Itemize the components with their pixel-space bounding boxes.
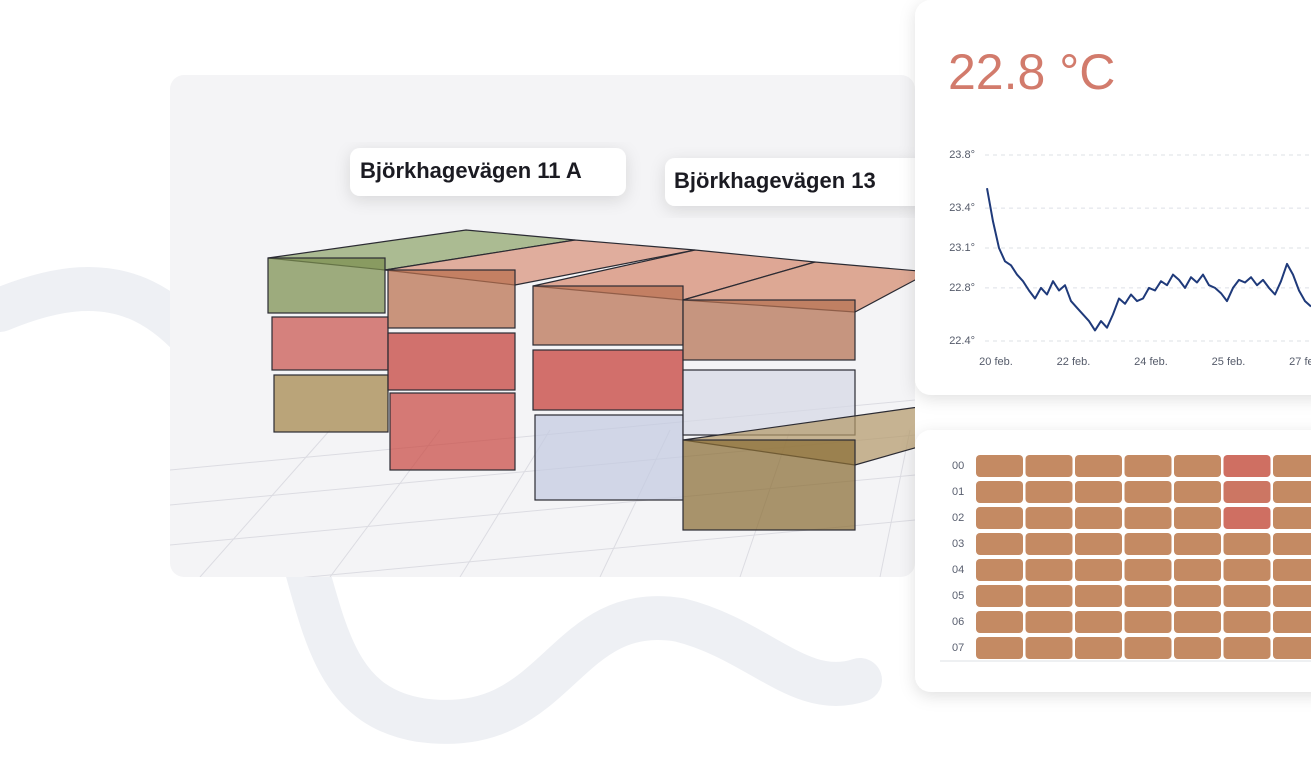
row-label: 03 (952, 538, 964, 550)
heat-cell (1174, 585, 1221, 607)
heat-cell (1223, 481, 1271, 503)
building-labels (350, 148, 925, 206)
heat-cell (976, 585, 1023, 607)
heat-cell (1075, 585, 1122, 607)
heatmap: 00 01 02 03 04 05 06 07 (940, 455, 1311, 662)
heat-cell (1025, 637, 1073, 659)
heat-cell (1174, 637, 1221, 659)
y-tick-label: 22.4° (949, 335, 975, 347)
heat-cell (1075, 559, 1122, 581)
heat-cell (1273, 585, 1311, 607)
heat-cell (1075, 611, 1122, 633)
heat-cell (1025, 559, 1073, 581)
heat-cell (976, 611, 1023, 633)
heat-cell (1273, 559, 1311, 581)
x-tick-label: 22 feb. (1057, 356, 1091, 368)
heat-cell (1025, 611, 1073, 633)
heat-cell (1124, 507, 1172, 529)
heat-cell (1223, 455, 1271, 477)
heat-cell (1273, 533, 1311, 555)
row-label: 05 (952, 590, 964, 602)
heat-cell (1273, 611, 1311, 633)
y-tick-label: 23.8° (949, 149, 975, 161)
row-label: 06 (952, 616, 964, 628)
x-tick-label: 24 feb. (1134, 356, 1168, 368)
y-tick-label: 23.1° (949, 242, 975, 254)
heat-cell (976, 637, 1023, 659)
heat-cell (1124, 455, 1172, 477)
heat-cell (1025, 455, 1073, 477)
heat-cell (1075, 637, 1122, 659)
heat-cell (1124, 559, 1172, 581)
heat-cell (1223, 585, 1271, 607)
heat-cell (976, 455, 1023, 477)
row-label: 01 (952, 486, 964, 498)
heat-cell (976, 481, 1023, 503)
row-label: 00 (952, 460, 964, 472)
heat-cell (1223, 507, 1271, 529)
heat-cell (1075, 481, 1122, 503)
x-tick-label: 25 feb. (1212, 356, 1246, 368)
label-pill (350, 148, 626, 196)
x-tick-label: 20 feb. (979, 356, 1013, 368)
label-pill (665, 158, 925, 206)
heat-cell (1124, 585, 1172, 607)
temperature-line (986, 188, 1311, 332)
building-label: Björkhagevägen 11 A (360, 158, 582, 183)
heat-cell (1273, 481, 1311, 503)
heat-cell (1273, 637, 1311, 659)
heat-cell (1174, 611, 1221, 633)
heat-cell (1124, 611, 1172, 633)
heat-cell (976, 533, 1023, 555)
heat-cell (1273, 455, 1311, 477)
heat-cell (1075, 533, 1122, 555)
heat-cell (1025, 585, 1073, 607)
temperature-reading: 22.8 °C (948, 44, 1115, 100)
heat-cell (1174, 559, 1221, 581)
heat-cell (1075, 507, 1122, 529)
heat-cell (1174, 507, 1221, 529)
heat-cell (976, 507, 1023, 529)
heat-cell (1025, 507, 1073, 529)
heat-cell (1223, 637, 1271, 659)
heat-cell (1174, 481, 1221, 503)
heat-cell (1124, 481, 1172, 503)
y-tick-label: 23.4° (949, 202, 975, 214)
y-tick-label: 22.8° (949, 282, 975, 294)
heat-cell (1025, 481, 1073, 503)
heat-cell (1223, 559, 1271, 581)
heat-cell (1273, 507, 1311, 529)
heat-cell (1174, 533, 1221, 555)
building-blocks (267, 229, 915, 531)
row-label: 02 (952, 512, 964, 524)
row-label: 04 (952, 564, 964, 576)
x-tick-label: 27 feb. (1289, 356, 1311, 368)
heat-cell (1124, 533, 1172, 555)
building-label: Björkhagevägen 13 (674, 168, 876, 193)
heat-cell (1075, 455, 1122, 477)
temperature-card (915, 0, 1311, 395)
heat-cell (976, 559, 1023, 581)
row-label: 07 (952, 642, 964, 654)
heat-cell (1025, 533, 1073, 555)
heat-cell (1124, 637, 1172, 659)
heat-cell (1174, 455, 1221, 477)
heat-cell (1223, 611, 1271, 633)
line-chart: 23.8° 23.4° 23.1° 22.8° 22.4° 20 feb. 22 feb. 2… (949, 149, 1311, 368)
heat-cell (1223, 533, 1271, 555)
